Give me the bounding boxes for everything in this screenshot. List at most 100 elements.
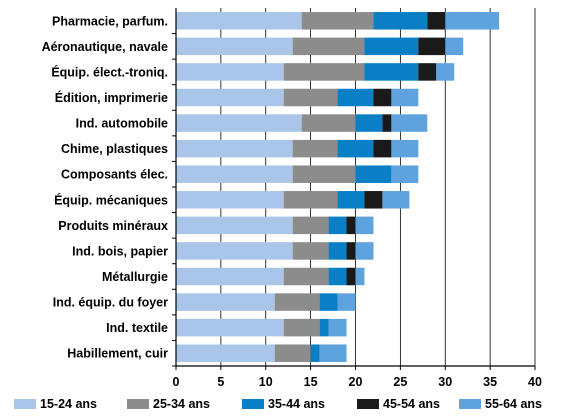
bar-segment — [373, 12, 428, 30]
bar-segment — [427, 12, 446, 30]
bar-segment — [292, 139, 338, 158]
bar-segment — [176, 242, 293, 260]
category-label: Habillement, cuir — [67, 347, 168, 361]
bar-segment — [355, 267, 365, 286]
bar-segment — [418, 37, 446, 56]
bar-segment — [176, 12, 302, 30]
category-label: Produits minéraux — [58, 219, 168, 233]
bar-segment — [337, 88, 374, 107]
bar-segment — [176, 216, 293, 235]
category-label: Aéronautique, navale — [42, 40, 168, 54]
bar-segment — [337, 293, 356, 311]
bar-segment — [391, 88, 419, 107]
bar-segment — [373, 88, 392, 107]
x-tick-label: 30 — [438, 375, 452, 389]
legend-label: 25-34 ans — [153, 397, 210, 411]
bar-segment — [436, 63, 455, 81]
bar-segment — [445, 37, 464, 56]
bar-segment — [292, 216, 329, 235]
legend-label: 35-44 ans — [268, 397, 325, 411]
bar-segment — [310, 344, 320, 362]
bar-segment — [176, 88, 284, 107]
bar-segment — [346, 216, 356, 235]
category-label: Métallurgie — [102, 270, 168, 284]
bar-segment — [176, 318, 284, 337]
category-label: Ind. automobile — [76, 117, 168, 131]
category-label: Ind. bois, papier — [72, 244, 168, 258]
legend: 15-24 ans 25-34 ans 35-44 ans 45-54 ans 55-6… — [14, 397, 542, 411]
bar-segment — [283, 191, 338, 209]
bar-segment — [445, 12, 500, 30]
bar-segment — [364, 37, 419, 56]
category-label: Ind. textile — [106, 321, 168, 335]
x-tick-label: 35 — [483, 375, 497, 389]
bar-segment — [355, 216, 374, 235]
bar-segment — [328, 267, 347, 286]
bar-segment — [391, 139, 419, 158]
legend-swatch — [14, 399, 36, 409]
bar-segment — [319, 344, 347, 362]
legend-swatch — [127, 399, 149, 409]
bar-segment — [283, 267, 329, 286]
bar-segment — [319, 293, 338, 311]
bar-segment — [346, 242, 356, 260]
category-label: Pharmacie, parfum. — [52, 14, 168, 28]
x-tick-label: 25 — [393, 375, 407, 389]
category-label: Édition, imprimerie — [55, 90, 168, 105]
x-tick-label: 20 — [349, 375, 363, 389]
bar-segment — [176, 114, 302, 132]
bar-segment — [364, 191, 383, 209]
bar-segment — [328, 242, 347, 260]
bar-segment — [301, 12, 374, 30]
bar-segment — [292, 242, 329, 260]
legend-swatch — [357, 399, 379, 409]
category-labels: Pharmacie, parfum. Aéronautique, navale Éq… — [42, 14, 169, 360]
legend-swatch — [459, 399, 481, 409]
category-label: Composants élec. — [61, 168, 168, 182]
x-tick-label: 40 — [528, 375, 542, 389]
bars — [176, 12, 500, 362]
bar-segment — [373, 139, 392, 158]
bar-segment — [292, 165, 356, 183]
x-tick-label: 15 — [304, 375, 318, 389]
bar-segment — [176, 267, 284, 286]
bar-segment — [382, 114, 392, 132]
bar-segment — [391, 114, 428, 132]
bar-segment — [337, 139, 374, 158]
bar-segment — [301, 114, 356, 132]
bar-segment — [176, 165, 293, 183]
category-label: Équip. élect.-troniq. — [51, 64, 168, 79]
bar-segment — [176, 139, 293, 158]
bar-segment — [283, 88, 338, 107]
bar-segment — [355, 165, 392, 183]
bar-segment — [176, 63, 284, 81]
category-label: Équip. mécaniques — [54, 192, 168, 207]
bar-segment — [283, 318, 320, 337]
bar-segment — [283, 63, 365, 81]
legend-swatch — [242, 399, 264, 409]
bar-segment — [355, 242, 374, 260]
bar-segment — [176, 293, 275, 311]
bar-segment — [328, 216, 347, 235]
legend-label: 45-54 ans — [383, 397, 440, 411]
category-label: Chime, plastiques — [61, 142, 168, 156]
x-tick-label: 10 — [259, 375, 273, 389]
bar-segment — [176, 191, 284, 209]
x-tick-label: 5 — [217, 375, 224, 389]
category-label: Ind. équip. du foyer — [53, 296, 168, 310]
legend-label: 15-24 ans — [40, 397, 97, 411]
gridlines — [175, 8, 536, 366]
bar-segment — [346, 267, 356, 286]
bar-segment — [292, 37, 365, 56]
bar-segment — [355, 114, 383, 132]
bar-segment — [319, 318, 329, 337]
bar-segment — [176, 37, 293, 56]
axes — [172, 8, 536, 370]
bar-segment — [391, 165, 419, 183]
x-tick-labels: 0 5 10 15 20 25 30 35 40 — [173, 375, 542, 389]
bar-segment — [337, 191, 365, 209]
bar-segment — [328, 318, 347, 337]
legend-label: 55-64 ans — [485, 397, 542, 411]
bar-segment — [274, 293, 320, 311]
